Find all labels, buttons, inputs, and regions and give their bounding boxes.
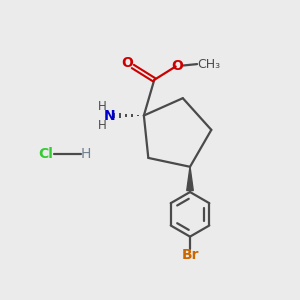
Text: CH₃: CH₃: [197, 58, 220, 70]
Text: H: H: [98, 100, 106, 112]
Text: H: H: [81, 148, 91, 161]
Text: O: O: [121, 56, 133, 70]
Text: O: O: [171, 58, 183, 73]
Text: Br: Br: [181, 248, 199, 262]
Text: H: H: [98, 118, 106, 131]
Text: N: N: [104, 109, 116, 122]
Polygon shape: [187, 167, 193, 190]
Text: Cl: Cl: [38, 148, 53, 161]
